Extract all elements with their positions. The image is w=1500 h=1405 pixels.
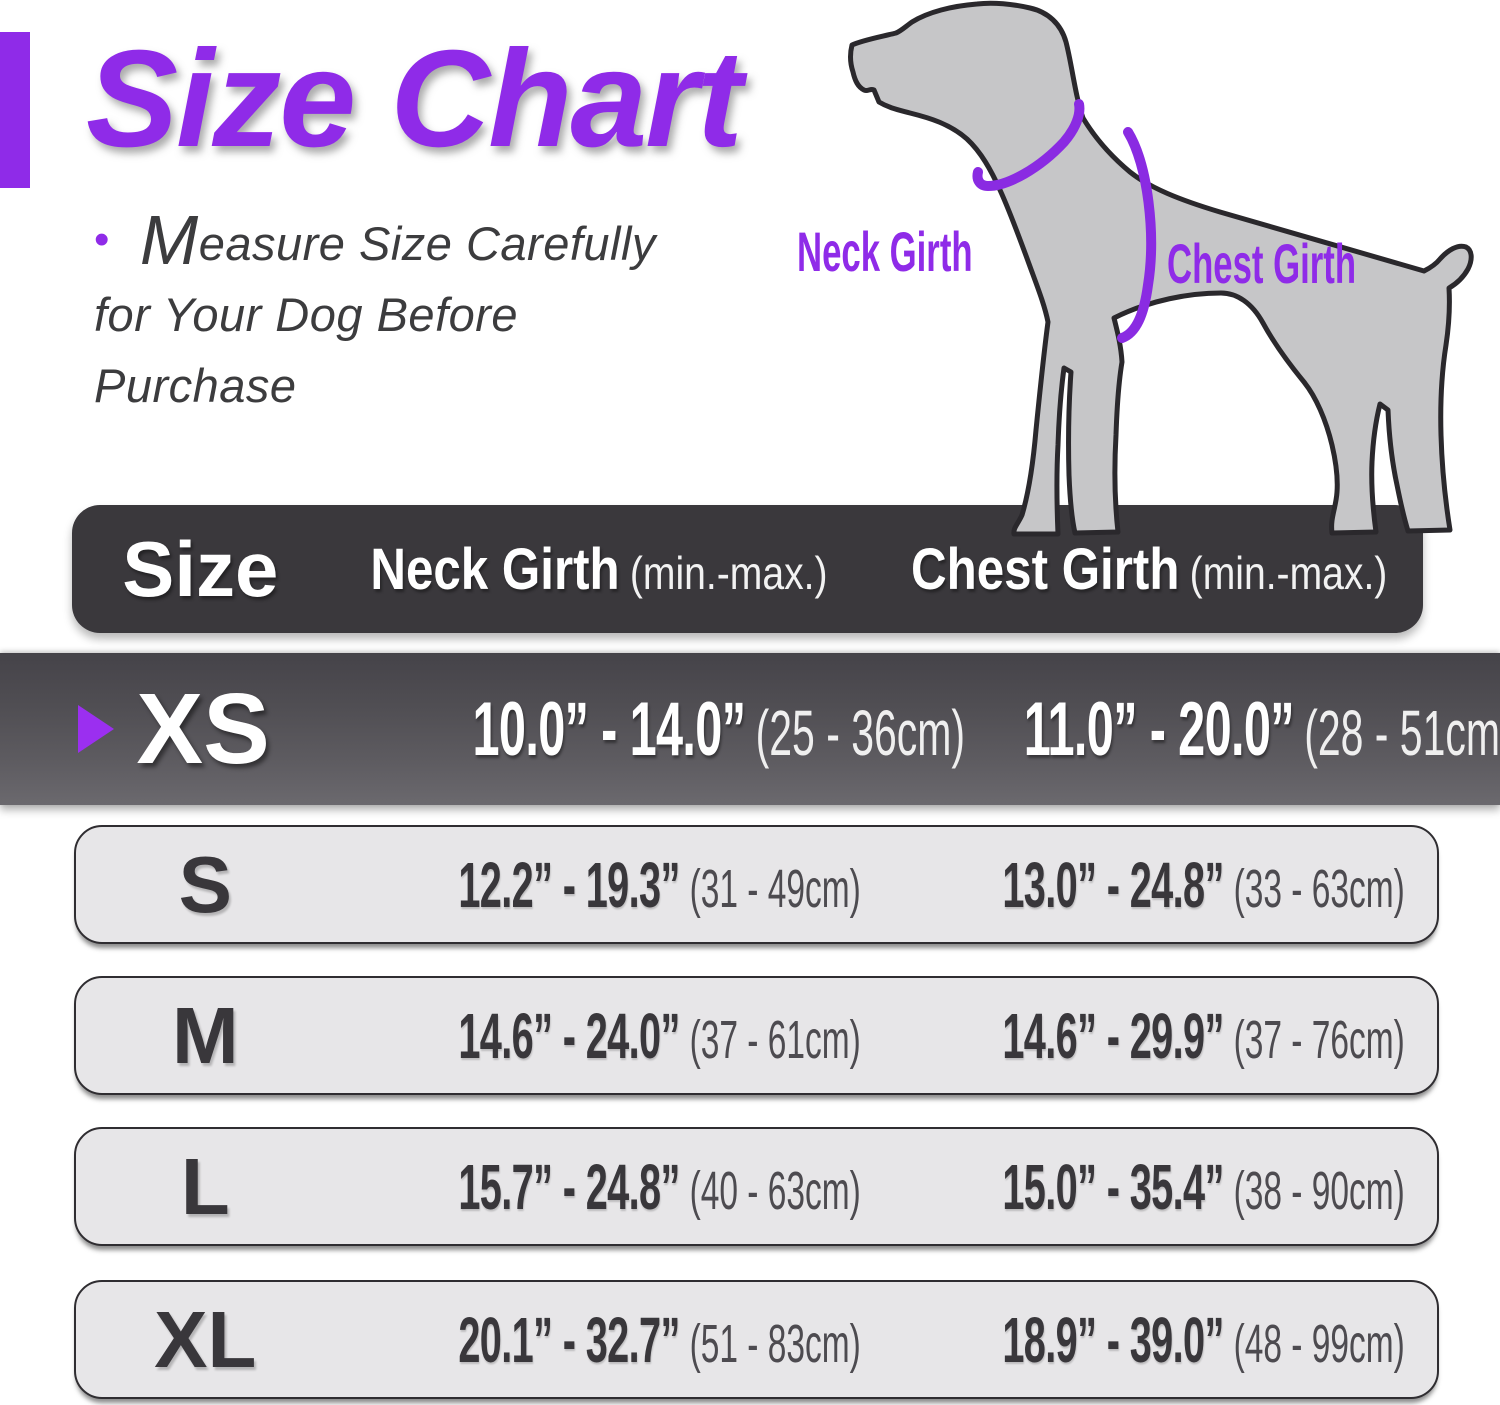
size-label: XL <box>154 1294 257 1384</box>
chest-inches-value: 13.0” - 24.8” <box>1002 848 1224 921</box>
size-cell: XL <box>76 1294 335 1386</box>
header-neck-sub: (min.-max.) <box>629 546 828 599</box>
neck-girth-label: Neck Girth <box>797 220 973 283</box>
header-neck-label: Neck Girth <box>370 536 620 602</box>
dog-body-silhouette <box>848 0 1474 537</box>
chest-girth-arc <box>1117 127 1157 343</box>
bullet-dot: • <box>94 215 110 264</box>
neck-girth-cell: 10.0” - 14.0” (25 - 36cm) <box>334 686 966 773</box>
header-chest-sub: (min.-max.) <box>1189 546 1388 599</box>
note-text: easure Size Carefully <box>198 217 656 270</box>
neck-girth-cell: 20.1” - 32.7” (51 - 83cm) <box>335 1303 879 1377</box>
neck-girth-cell: 15.7” - 24.8” (40 - 63cm) <box>335 1150 879 1224</box>
size-label: XS <box>136 672 270 785</box>
neck-cm-value: (51 - 83cm) <box>689 1313 861 1374</box>
table-rows: XS 10.0” - 14.0” (25 - 36cm) 11.0” - 20.0… <box>0 653 1500 1399</box>
chest-girth-label: Chest Girth <box>1167 232 1357 295</box>
neck-inches-value: 10.0” - 14.0” <box>472 686 747 772</box>
note-line-2: for Your Dog Before <box>94 288 519 341</box>
size-cell: XS <box>72 672 334 787</box>
neck-girth-arc <box>972 99 1085 192</box>
neck-cm-value: (40 - 63cm) <box>689 1160 861 1221</box>
neck-inches-value: 14.6” - 24.0” <box>457 999 680 1072</box>
note-line-3: Purchase <box>94 359 297 412</box>
selected-row-arrow-icon <box>78 705 114 753</box>
neck-inches-value: 15.7” - 24.8” <box>457 1150 680 1223</box>
neck-cm-value: (37 - 61cm) <box>689 1009 861 1070</box>
header-chest-label: Chest Girth <box>911 536 1180 602</box>
header-size: Size <box>122 524 279 613</box>
chest-inches-value: 15.0” - 35.4” <box>1002 1150 1224 1223</box>
chest-girth-cell: 15.0” - 35.4” (38 - 90cm) <box>879 1150 1437 1224</box>
size-cell: M <box>76 990 335 1082</box>
measure-note: • Measure Size Carefully for Your Dog Bef… <box>94 204 794 421</box>
chest-girth-cell: 14.6” - 29.9” (37 - 76cm) <box>879 999 1437 1073</box>
chest-cm-value: (38 - 90cm) <box>1233 1160 1405 1221</box>
chest-girth-cell: 18.9” - 39.0” (48 - 99cm) <box>879 1303 1437 1377</box>
chest-girth-cell: 13.0” - 24.8” (33 - 63cm) <box>879 848 1437 922</box>
table-row: S 12.2” - 19.3” (31 - 49cm) 13.0” - 24.8”… <box>74 825 1439 944</box>
size-cell: S <box>76 839 335 931</box>
table-row: XS 10.0” - 14.0” (25 - 36cm) 11.0” - 20.0… <box>0 653 1500 805</box>
size-table: Size Neck Girth (min.-max.) Chest Girth (m… <box>0 505 1500 1399</box>
table-header: Size Neck Girth (min.-max.) Chest Girth (m… <box>72 505 1423 633</box>
chest-cm-value: (48 - 99cm) <box>1233 1313 1405 1374</box>
size-label: L <box>180 1141 230 1231</box>
table-row: M 14.6” - 24.0” (37 - 61cm) 14.6” - 29.9”… <box>74 976 1439 1095</box>
neck-girth-cell: 14.6” - 24.0” (37 - 61cm) <box>335 999 879 1073</box>
neck-inches-value: 20.1” - 32.7” <box>457 1303 680 1376</box>
chest-inches-value: 14.6” - 29.9” <box>1002 999 1224 1072</box>
dog-silhouette-diagram <box>848 0 1474 537</box>
header-neck-girth: Neck Girth (min.-max.) <box>329 536 869 603</box>
chest-inches-value: 11.0” - 20.0” <box>1023 686 1295 772</box>
chest-cm-value: (37 - 76cm) <box>1233 1009 1405 1070</box>
neck-inches-value: 12.2” - 19.3” <box>457 848 680 921</box>
size-label: S <box>178 839 232 929</box>
chest-girth-cell: 11.0” - 20.0” (28 - 51cm) <box>886 686 1500 773</box>
table-row: XL 20.1” - 32.7” (51 - 83cm) 18.9” - 39.0… <box>74 1280 1439 1399</box>
title-accent-bar <box>0 32 30 188</box>
table-row: L 15.7” - 24.8” (40 - 63cm) 15.0” - 35.4”… <box>74 1127 1439 1246</box>
note-line-1: • Measure Size Carefully <box>94 204 794 279</box>
neck-cm-value: (25 - 36cm) <box>755 696 966 769</box>
size-cell: L <box>76 1141 335 1233</box>
size-label: M <box>171 990 239 1080</box>
page-title: Size Chart <box>86 22 743 176</box>
note-lead-cap: M <box>139 201 199 279</box>
chest-inches-value: 18.9” - 39.0” <box>1002 1303 1224 1376</box>
chest-cm-value: (33 - 63cm) <box>1233 858 1405 919</box>
chest-cm-value: (28 - 51cm) <box>1304 696 1500 769</box>
header-chest-girth: Chest Girth (min.-max.) <box>869 536 1423 603</box>
neck-cm-value: (31 - 49cm) <box>689 858 861 919</box>
neck-girth-cell: 12.2” - 19.3” (31 - 49cm) <box>335 848 879 922</box>
